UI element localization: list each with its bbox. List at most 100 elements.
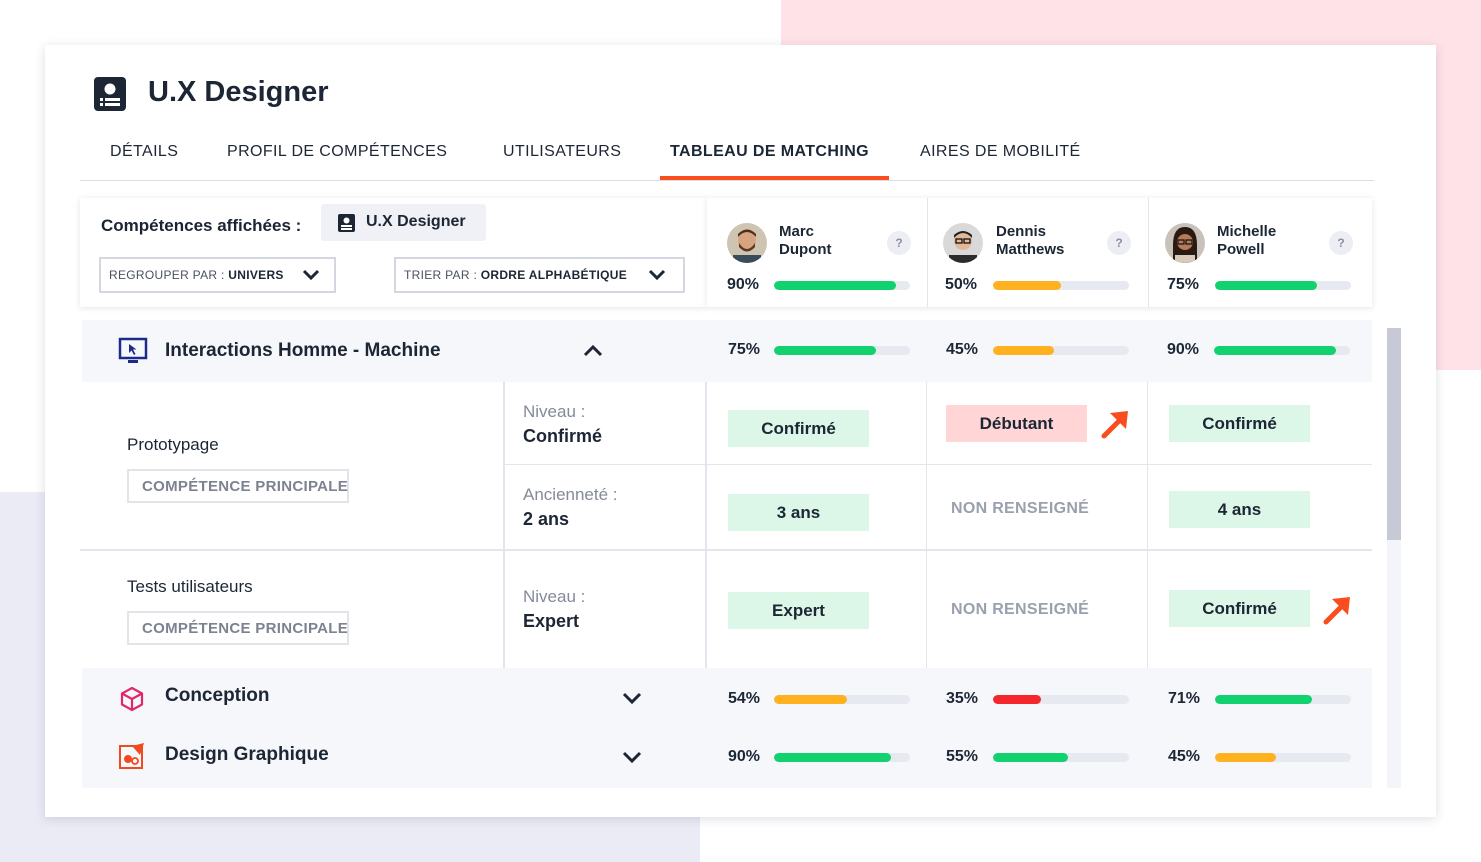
group-score: 75% xyxy=(728,341,761,358)
group-name: Conception xyxy=(165,685,270,706)
tabs-divider xyxy=(80,180,1374,181)
group-score-fill xyxy=(774,695,848,704)
group-score: 35% xyxy=(946,690,979,707)
people-header: Marc Dupont ? 90% Dennis Matthews ? 50% Mi… xyxy=(707,198,1372,307)
level-value: Expert xyxy=(523,611,580,631)
match-bar-fill xyxy=(774,281,897,290)
match-percent: 50% xyxy=(945,276,978,293)
arrow-up-right-icon xyxy=(1323,597,1350,625)
job-profile-icon xyxy=(338,214,355,232)
column-divider xyxy=(927,198,928,307)
group-score-bar xyxy=(774,695,910,704)
avatar-michelle xyxy=(1165,223,1205,263)
monitor-cursor-icon xyxy=(118,337,148,363)
tab-matching-table[interactable]: TABLEAU DE MATCHING xyxy=(670,143,869,160)
match-percent: 90% xyxy=(727,276,760,293)
group-score-bar xyxy=(1215,695,1351,704)
level-value: Confirmé xyxy=(523,426,603,446)
avatar-marc xyxy=(727,223,767,263)
group-score-fill xyxy=(774,346,876,355)
tab-skills-profile[interactable]: PROFIL DE COMPÉTENCES xyxy=(227,143,448,160)
tab-users[interactable]: UTILISATEURS xyxy=(503,143,622,160)
seniority-label: Ancienneté : xyxy=(523,485,618,504)
level-label: Niveau : xyxy=(523,587,586,606)
group-score-fill xyxy=(993,695,1041,704)
chevron-down-icon[interactable] xyxy=(620,686,644,710)
level-badge: Confirmé xyxy=(1169,405,1310,442)
column-divider xyxy=(926,382,927,668)
person-name: Michelle Powell xyxy=(1217,223,1277,258)
group-row-ihm[interactable]: Interactions Homme - Machine 75% 45% 90% xyxy=(82,320,1372,382)
match-bar-fill xyxy=(993,281,1061,290)
help-icon[interactable]: ? xyxy=(1107,231,1131,255)
group-by-label: REGROUPER PAR : UNIVERS xyxy=(109,268,284,282)
seniority-badge: 3 ans xyxy=(728,494,869,531)
seniority-value: 2 ans xyxy=(523,509,570,529)
match-bar xyxy=(774,281,910,290)
chevron-down-icon xyxy=(648,269,666,281)
group-score: 90% xyxy=(728,748,761,765)
job-profile-icon xyxy=(94,77,126,111)
tab-details[interactable]: DÉTAILS xyxy=(110,143,179,160)
group-score-bar xyxy=(1215,753,1351,762)
help-icon[interactable]: ? xyxy=(1329,231,1353,255)
group-score: 71% xyxy=(1168,690,1201,707)
group-name: Interactions Homme - Machine xyxy=(165,340,441,361)
group-score: 45% xyxy=(1168,748,1201,765)
help-icon[interactable]: ? xyxy=(887,231,911,255)
group-score-fill xyxy=(1214,346,1337,355)
match-percent: 75% xyxy=(1167,276,1200,293)
group-score: 55% xyxy=(946,748,979,765)
level-badge: Expert xyxy=(728,592,869,629)
group-by-select[interactable]: REGROUPER PAR : UNIVERS xyxy=(99,257,336,293)
group-score: 45% xyxy=(946,341,979,358)
row-divider xyxy=(80,549,1372,551)
group-score-fill xyxy=(993,753,1068,762)
chip-label: U.X Designer xyxy=(366,213,466,230)
row-divider xyxy=(505,464,1372,465)
chevron-up-icon[interactable] xyxy=(581,339,605,363)
group-score: 54% xyxy=(728,690,761,707)
person-name: Marc Dupont xyxy=(779,223,832,258)
cube-icon xyxy=(120,686,144,712)
person-name: Dennis Matthews xyxy=(996,223,1065,258)
group-score: 90% xyxy=(1167,341,1200,358)
group-score-fill xyxy=(1215,695,1312,704)
match-bar-fill xyxy=(1215,281,1317,290)
group-score-bar xyxy=(993,346,1129,355)
group-score-bar xyxy=(993,753,1129,762)
displayed-skills-label: Compétences affichées : xyxy=(101,216,302,235)
level-label: Niveau : xyxy=(523,402,586,421)
main-skill-tag: COMPÉTENCE PRINCIPALE xyxy=(127,611,349,645)
group-rows-collapsed xyxy=(82,668,1372,788)
skill-name: Prototypage xyxy=(127,435,219,454)
column-divider xyxy=(1148,198,1149,307)
filters-panel: Compétences affichées : U.X Designer REG… xyxy=(80,198,707,307)
skill-name: Tests utilisateurs xyxy=(127,577,253,596)
sort-by-select[interactable]: TRIER PAR : ORDRE ALPHABÉTIQUE xyxy=(394,257,685,293)
displayed-skills-chip[interactable]: U.X Designer xyxy=(321,204,486,241)
group-row-design-graphique[interactable]: Design Graphique 90% 55% 45% xyxy=(82,728,1372,786)
level-badge: Confirmé xyxy=(1169,590,1310,627)
not-filled-text: NON RENSEIGNÉ xyxy=(951,500,1090,517)
group-row-conception[interactable]: Conception 54% 35% 71% xyxy=(82,668,1372,726)
column-divider xyxy=(1147,382,1148,668)
group-name: Design Graphique xyxy=(165,744,329,765)
group-score-fill xyxy=(993,346,1055,355)
scrollbar-thumb[interactable] xyxy=(1387,328,1401,540)
avatar-dennis xyxy=(943,223,983,263)
tab-mobility-areas[interactable]: AIRES DE MOBILITÉ xyxy=(920,143,1081,160)
sort-by-label: TRIER PAR : ORDRE ALPHABÉTIQUE xyxy=(404,268,628,282)
match-bar xyxy=(993,281,1129,290)
group-score-fill xyxy=(774,753,891,762)
group-score-fill xyxy=(1215,753,1277,762)
column-divider xyxy=(503,382,505,668)
active-tab-indicator xyxy=(660,176,889,180)
group-score-bar xyxy=(774,346,910,355)
match-bar xyxy=(1215,281,1351,290)
matching-card: U.X Designer DÉTAILS PROFIL DE COMPÉTENC… xyxy=(45,45,1436,817)
page-title: U.X Designer xyxy=(148,76,329,108)
group-score-bar xyxy=(993,695,1129,704)
chevron-down-icon[interactable] xyxy=(620,745,644,769)
arrow-up-right-icon xyxy=(1101,411,1128,439)
